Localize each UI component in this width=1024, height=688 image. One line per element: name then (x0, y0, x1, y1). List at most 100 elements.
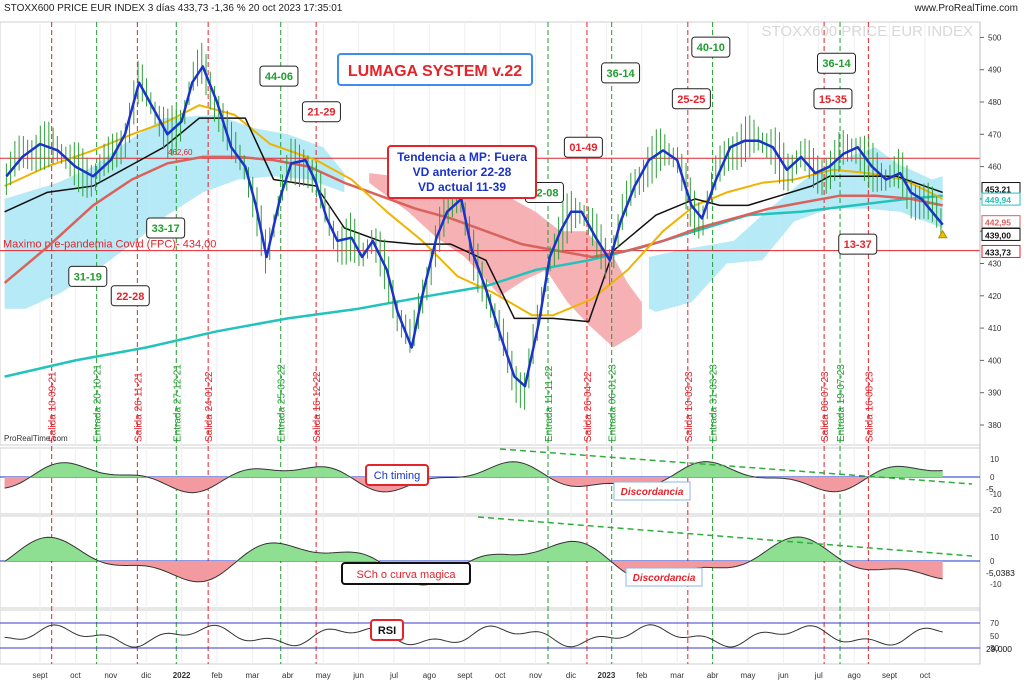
discordancia-box-1 (613, 481, 691, 501)
price-tick-label: 390 (988, 389, 1002, 398)
alert-bell-icon (937, 229, 948, 239)
x-tick-label: may (740, 671, 755, 680)
count-box (146, 217, 186, 239)
brand-link[interactable]: www.ProRealTime.com (914, 3, 1018, 14)
osc-area-positive (4, 461, 943, 477)
count-box (259, 65, 299, 87)
rsi-line (4, 624, 943, 648)
salida-signal-label: Salida 16-12-22 (312, 371, 323, 442)
x-tick-label: jul (814, 671, 823, 680)
x-tick-label: feb (636, 671, 648, 680)
rsi-tick-label: 50 (990, 632, 999, 641)
price-tag-value: 433,73 (985, 247, 1011, 257)
x-tick-label: dic (566, 671, 576, 680)
x-tick-label: feb (211, 671, 223, 680)
x-tick-label: abr (707, 671, 719, 680)
salida-signal-label: Salida 16-08-23 (864, 371, 875, 442)
count-label: 42-08 (530, 187, 558, 199)
entrada-signal-label: Entrada 20-10-21 (93, 364, 104, 442)
x-tick-label: nov (104, 671, 117, 680)
osc-tick-label: -10 (990, 580, 1002, 589)
osc-tick-label: 0 (990, 473, 995, 482)
divergence-line (499, 448, 973, 485)
entrada-signal-label: Entrada 25-03-22 (277, 364, 288, 442)
count-box (301, 101, 341, 123)
x-tick-label: sept (457, 671, 473, 680)
discordancia-box-2 (625, 567, 703, 587)
osc-line (4, 536, 943, 586)
kumo-cloud-blue (648, 147, 943, 312)
x-tick-label: abr (282, 671, 294, 680)
ma-red-line (3, 155, 943, 284)
ch-timing-box (365, 464, 429, 486)
osc-value-tag: -5 (986, 484, 994, 494)
ma-cyan-line (4, 194, 943, 378)
kumo-cloud-blue (4, 114, 345, 309)
x-tick-label: oct (920, 671, 931, 680)
count-label: 15-35 (819, 94, 847, 106)
entrada-signal-label: Entrada 19-07-23 (836, 364, 847, 442)
price-tick-label: 410 (988, 324, 1002, 333)
count-box (691, 36, 731, 58)
x-tick-label: ago (848, 671, 862, 680)
x-tick-label: jul (389, 671, 398, 680)
salida-signal-label: Salida 10-03-23 (684, 371, 695, 442)
salida-signal-label: Salida 26-04-22 (583, 371, 594, 442)
count-box (671, 88, 711, 110)
price-tag-box (981, 215, 1021, 229)
chart-credit: ProRealTime.com (4, 434, 68, 443)
count-label: 01-49 (569, 142, 597, 154)
trend-line-3: VD actual 11-39 (418, 180, 506, 194)
osc-tick-label: -10 (990, 490, 1002, 499)
rsi-box (370, 619, 404, 641)
price-tick-label: 420 (988, 292, 1002, 301)
x-tick-label: sept (32, 671, 48, 680)
price-tag-box (981, 244, 1021, 258)
salida-signal-label: Salida 26-11-21 (133, 372, 144, 442)
count-label: 21-29 (307, 107, 335, 119)
price-tag-box (981, 227, 1021, 241)
x-tick-label: mar (670, 671, 684, 680)
osc-area-negative (4, 477, 943, 493)
price-tick-label: 480 (988, 98, 1002, 107)
divergence-line (477, 516, 973, 557)
price-tag-value: 439,00 (985, 230, 1011, 240)
x-tick-label: 2023 (598, 671, 616, 680)
trend-line-2: VD anterior 22-28 (413, 165, 512, 179)
osc-tick-label: 0 (990, 557, 995, 566)
count-label: 36-14 (822, 58, 851, 70)
price-tick-label: 400 (988, 356, 1002, 365)
chart-header-title: STOXX600 PRICE EUR INDEX 3 días 433,73 -… (4, 3, 343, 14)
price-smoothed-line (5, 65, 944, 388)
x-tick-label: may (316, 671, 331, 680)
x-tick-label: dic (141, 671, 151, 680)
x-tick-label: mar (246, 671, 260, 680)
trend-line-1: Tendencia a MP: Fuera (397, 150, 527, 164)
count-label: 25-25 (677, 94, 705, 106)
price-tick-label: 380 (988, 421, 1002, 430)
ma-black-line (4, 117, 943, 323)
price-tick-label: 460 (988, 163, 1002, 172)
count-box (601, 62, 641, 84)
price-tag-box (981, 192, 1021, 206)
level-label: Maximo pre-pandemia Covid (FPC)- 434,00 (3, 239, 216, 251)
count-label: 31-19 (74, 271, 102, 283)
price-tag-value: 442,95 (985, 218, 1011, 228)
count-box (563, 136, 603, 158)
x-tick-label: nov (529, 671, 542, 680)
count-box (838, 233, 878, 255)
sch-box (341, 562, 471, 585)
osc-tick-label: -20 (990, 506, 1002, 515)
system-title-box (337, 53, 533, 86)
rsi-tick-label: 70 (990, 619, 999, 628)
count-box (813, 88, 853, 110)
osc-tick-label: 10 (990, 533, 999, 542)
salida-signal-label: Salida 06-07-23 (820, 371, 831, 442)
rsi-tick-label: 30 (990, 644, 999, 653)
x-tick-label: ago (423, 671, 437, 680)
system-title: LUMAGA SYSTEM v.22 (348, 63, 522, 80)
x-tick-label: sept (882, 671, 898, 680)
osc-line (4, 461, 943, 494)
